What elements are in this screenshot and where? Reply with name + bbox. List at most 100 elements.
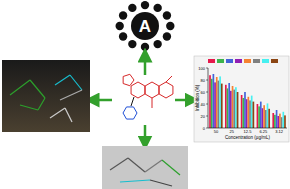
molecule xyxy=(123,74,173,119)
bar xyxy=(233,90,235,128)
bar xyxy=(249,100,251,128)
bar xyxy=(227,88,229,128)
bond xyxy=(127,119,134,120)
bar xyxy=(267,103,269,128)
legend-swatch xyxy=(226,59,233,63)
bar xyxy=(281,117,283,128)
bond xyxy=(123,113,127,119)
legend-swatch xyxy=(217,59,224,63)
y-axis-label: Inhibition (%) xyxy=(195,84,200,111)
docking-bond xyxy=(120,180,150,182)
satellite-atom xyxy=(141,1,149,9)
bond xyxy=(166,94,173,98)
legend-swatch xyxy=(271,59,278,63)
bars xyxy=(209,74,286,128)
satellite-atom xyxy=(116,22,124,30)
bond xyxy=(144,86,145,94)
bar xyxy=(221,84,223,128)
docking-bond xyxy=(150,180,172,186)
bar xyxy=(253,102,255,128)
y-tick xyxy=(206,92,208,93)
docking-bond xyxy=(65,108,72,122)
bar xyxy=(284,115,286,128)
legend-swatch xyxy=(208,59,215,63)
bar xyxy=(262,108,264,128)
bar xyxy=(209,75,211,128)
legend-swatch xyxy=(262,59,269,63)
satellite-atom xyxy=(128,4,136,12)
bar xyxy=(213,74,215,128)
satellite-atom xyxy=(119,32,127,40)
bond xyxy=(127,106,134,107)
bond xyxy=(123,84,130,86)
bond xyxy=(159,86,160,94)
bond xyxy=(130,80,134,86)
bar xyxy=(214,82,216,128)
center-atom xyxy=(131,12,159,40)
bond xyxy=(123,76,124,83)
satellite-atom xyxy=(119,11,127,19)
bond xyxy=(123,74,130,76)
bar xyxy=(276,110,278,128)
bond xyxy=(152,98,153,108)
docking-bond xyxy=(60,90,82,100)
arrow xyxy=(175,99,192,102)
bond xyxy=(131,97,134,106)
satellite-atom xyxy=(163,32,171,40)
y-tick-label: 0 xyxy=(203,126,206,131)
y-tick xyxy=(206,128,208,129)
x-tick-label: 50 xyxy=(214,129,219,134)
y-tick-label: 100 xyxy=(198,66,205,71)
x-axis-label: Concentration (µg/mL) xyxy=(225,135,270,140)
bar xyxy=(258,106,260,128)
legend-swatch xyxy=(235,59,242,63)
bond xyxy=(145,82,152,86)
docking-image xyxy=(102,146,188,189)
center-label: A xyxy=(139,17,151,36)
docking-bond xyxy=(145,160,162,172)
satellite-atom xyxy=(166,22,174,30)
bar xyxy=(274,115,276,128)
bar xyxy=(265,110,267,128)
bond xyxy=(123,107,127,113)
bar xyxy=(219,76,221,128)
satellite-atom xyxy=(153,4,161,12)
bond xyxy=(152,94,159,98)
bond xyxy=(131,86,132,94)
docking-bond xyxy=(10,80,30,95)
docking-bond xyxy=(20,105,38,110)
docking-bond xyxy=(38,98,45,110)
bond xyxy=(166,76,172,82)
docking-bond xyxy=(128,158,145,172)
bar xyxy=(235,87,237,128)
bar xyxy=(246,99,248,128)
bond xyxy=(138,82,145,86)
satellite-atom xyxy=(128,40,136,48)
x-tick-label: 3.12 xyxy=(275,129,284,134)
legend-swatch xyxy=(244,59,251,63)
bond xyxy=(172,86,173,94)
satellite-atom xyxy=(141,43,149,51)
arrow xyxy=(144,55,147,75)
bar xyxy=(216,77,218,128)
bond xyxy=(130,74,134,80)
bond xyxy=(166,82,173,86)
bond xyxy=(159,82,166,86)
bar xyxy=(228,83,230,128)
bar xyxy=(248,97,250,128)
bond xyxy=(134,113,138,119)
docking-bond xyxy=(55,75,70,85)
bond xyxy=(138,94,145,98)
bar xyxy=(282,112,284,128)
docking-image xyxy=(2,60,90,132)
bar xyxy=(225,85,227,128)
arrow xyxy=(92,99,112,102)
bar xyxy=(218,81,220,128)
bar xyxy=(277,116,279,128)
bar xyxy=(279,114,281,128)
bar xyxy=(211,79,213,128)
satellite-atom xyxy=(163,11,171,19)
bond xyxy=(159,94,166,98)
y-tick-label: 80 xyxy=(201,78,206,83)
y-tick xyxy=(206,68,208,69)
